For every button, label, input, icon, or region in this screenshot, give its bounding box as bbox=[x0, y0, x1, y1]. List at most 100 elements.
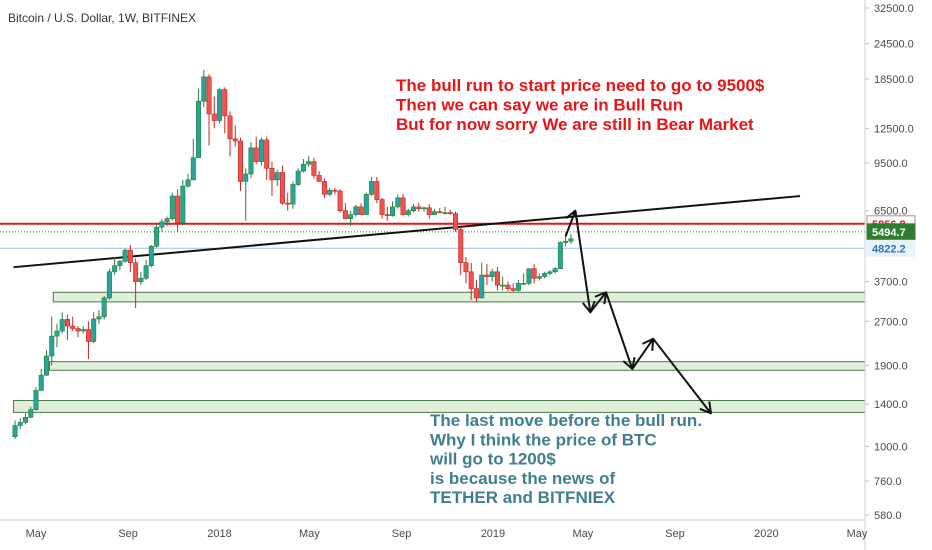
candle-body bbox=[164, 218, 170, 223]
candle bbox=[479, 262, 485, 299]
candle-body bbox=[159, 221, 165, 228]
candle bbox=[384, 206, 390, 221]
candle bbox=[306, 155, 312, 167]
support-zone bbox=[52, 291, 866, 303]
x-tick-label: 2019 bbox=[481, 528, 505, 540]
candle-body bbox=[138, 277, 144, 282]
candle-body bbox=[536, 276, 542, 279]
candle bbox=[238, 137, 244, 191]
candle-body bbox=[91, 318, 97, 342]
candle-body bbox=[521, 283, 527, 285]
candle-body bbox=[437, 211, 443, 213]
candle bbox=[547, 270, 553, 276]
annotation-line: Why I think the price of BTC bbox=[430, 430, 657, 449]
candle bbox=[358, 203, 364, 215]
candle-body bbox=[28, 409, 34, 418]
candle-body bbox=[306, 161, 312, 165]
candle-body bbox=[384, 214, 390, 216]
candle bbox=[38, 368, 44, 392]
candle bbox=[494, 267, 500, 291]
candle bbox=[133, 258, 139, 309]
candle-body bbox=[337, 190, 343, 211]
candle bbox=[316, 171, 322, 182]
annotation-bull-run: The bull run to start price need to go t… bbox=[396, 76, 765, 134]
x-tick-label: 2020 bbox=[754, 528, 778, 540]
x-tick-label: Sep bbox=[665, 528, 685, 540]
candle-body bbox=[515, 283, 521, 291]
candle bbox=[432, 208, 438, 215]
candle bbox=[395, 194, 401, 209]
candle-body bbox=[358, 206, 364, 215]
annotation-line: is because the news of bbox=[430, 469, 616, 488]
candle-body bbox=[23, 416, 29, 423]
candle bbox=[206, 74, 212, 146]
candle-body bbox=[269, 168, 275, 181]
y-tick-label: 1000.0 bbox=[874, 441, 908, 453]
projection-arrows bbox=[564, 209, 712, 415]
candle-body bbox=[127, 249, 133, 264]
y-tick-label: 9500.0 bbox=[874, 158, 908, 170]
candle-body bbox=[421, 207, 427, 210]
candle-body bbox=[321, 181, 327, 195]
y-tick-label: 580.0 bbox=[874, 510, 902, 522]
candle bbox=[505, 281, 511, 292]
candle-body bbox=[222, 89, 228, 117]
candle bbox=[148, 244, 154, 268]
candle-body bbox=[274, 172, 280, 181]
chart-title: Bitcoin / U.S. Dollar, 1W, BITFINEX bbox=[8, 11, 196, 25]
candle-body bbox=[505, 284, 511, 289]
candle bbox=[217, 88, 223, 124]
candle bbox=[12, 420, 18, 440]
candle bbox=[91, 312, 97, 344]
candle-body bbox=[547, 271, 553, 274]
candle bbox=[363, 192, 369, 216]
badge-label: 4822.2 bbox=[872, 243, 906, 255]
candle bbox=[96, 310, 102, 324]
candle-body bbox=[190, 157, 196, 181]
candle-body bbox=[253, 147, 259, 162]
candle-body bbox=[348, 214, 354, 219]
candle bbox=[196, 88, 202, 158]
candle-body bbox=[12, 425, 18, 438]
candle bbox=[23, 413, 29, 425]
candle bbox=[117, 259, 123, 271]
candle-body bbox=[117, 260, 123, 266]
candle-body bbox=[43, 355, 49, 376]
candle-body bbox=[411, 206, 417, 211]
candle bbox=[258, 137, 264, 166]
candle bbox=[400, 194, 406, 216]
candle-body bbox=[342, 210, 348, 219]
candle-body bbox=[363, 194, 369, 215]
candle-body bbox=[85, 329, 91, 342]
candle-body bbox=[243, 173, 249, 182]
candle bbox=[201, 69, 207, 108]
candle bbox=[274, 169, 280, 187]
candle bbox=[59, 312, 65, 334]
candle bbox=[437, 207, 443, 214]
candle-body bbox=[458, 229, 464, 264]
badge-blue-level: 4822.2 bbox=[866, 239, 916, 257]
candle bbox=[426, 204, 432, 219]
badge-label: 5494.7 bbox=[872, 227, 906, 239]
candle bbox=[416, 203, 422, 212]
candle bbox=[442, 206, 448, 215]
candle bbox=[405, 208, 411, 217]
candle-body bbox=[526, 268, 532, 284]
y-tick-label: 24500.0 bbox=[874, 39, 914, 51]
candle bbox=[526, 268, 532, 286]
candle bbox=[332, 187, 338, 195]
candle-body bbox=[452, 213, 458, 230]
candle bbox=[337, 189, 343, 213]
arrow-shaft bbox=[605, 291, 634, 370]
trendline-group bbox=[13, 195, 801, 269]
candle bbox=[17, 418, 23, 429]
candle bbox=[489, 268, 495, 282]
candle-body bbox=[316, 175, 322, 182]
candle-body bbox=[353, 206, 359, 215]
candle-body bbox=[500, 284, 506, 287]
candle-body bbox=[390, 206, 396, 216]
candle bbox=[290, 181, 296, 209]
candle-body bbox=[484, 274, 490, 277]
candle bbox=[138, 271, 144, 286]
